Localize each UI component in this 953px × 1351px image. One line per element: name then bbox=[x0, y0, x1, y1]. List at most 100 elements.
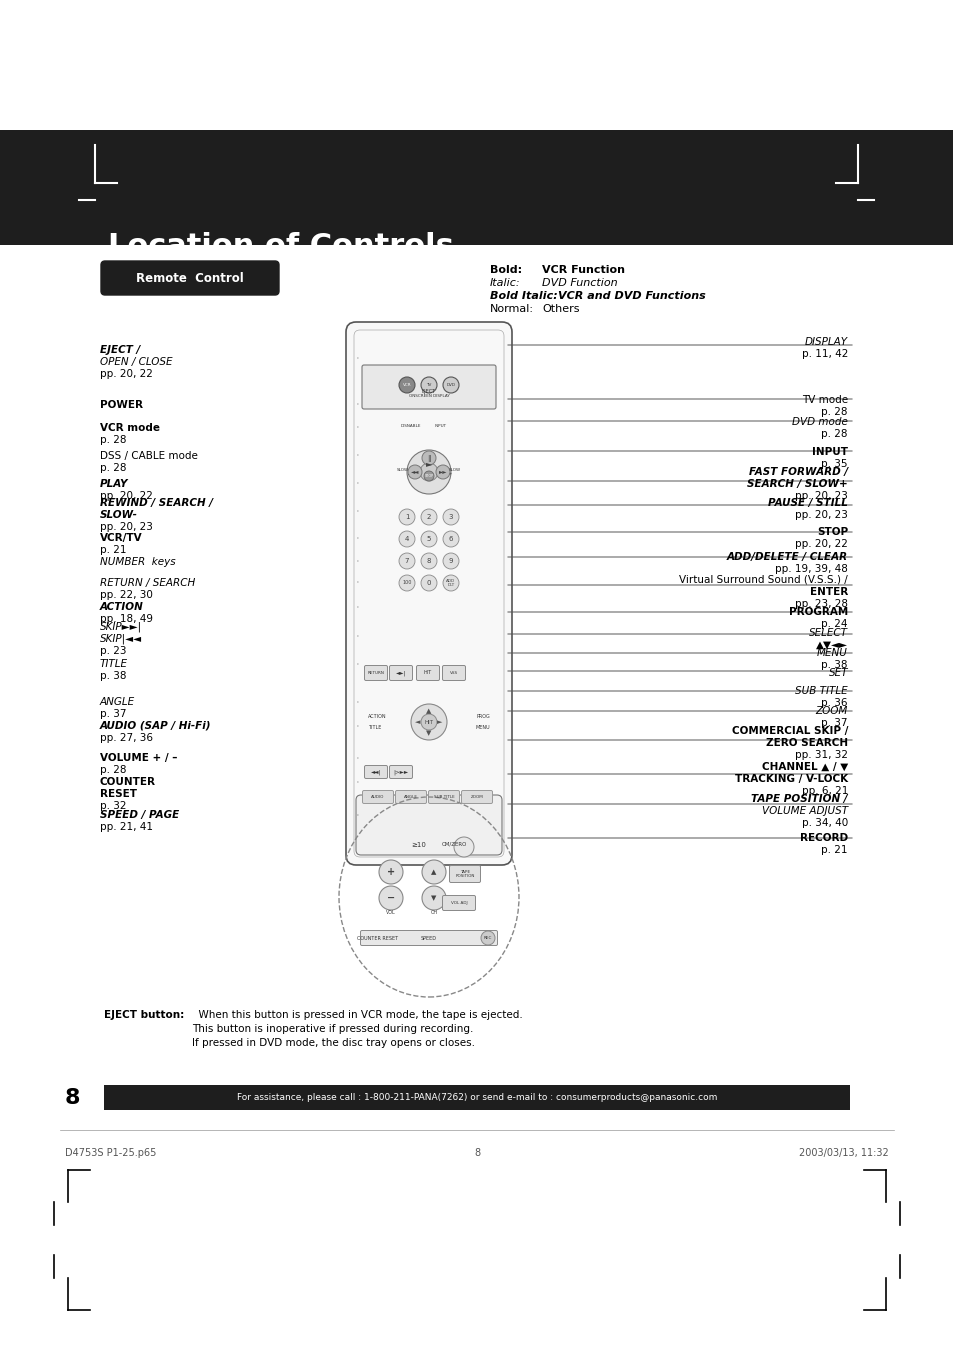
Text: SLOW
+: SLOW + bbox=[449, 467, 460, 477]
Text: HIT: HIT bbox=[423, 670, 432, 676]
Text: ZERO SEARCH: ZERO SEARCH bbox=[765, 738, 847, 748]
Text: VCR Function: VCR Function bbox=[541, 265, 624, 276]
Text: ►: ► bbox=[425, 459, 432, 469]
Text: TRACKING / V-LOCK: TRACKING / V-LOCK bbox=[734, 774, 847, 784]
Text: ZOOM: ZOOM bbox=[815, 707, 847, 716]
Text: pp. 21, 41: pp. 21, 41 bbox=[100, 821, 152, 832]
FancyBboxPatch shape bbox=[362, 790, 393, 804]
Text: INPUT: INPUT bbox=[435, 424, 447, 428]
Circle shape bbox=[408, 465, 421, 480]
Text: Location of Controls: Location of Controls bbox=[108, 232, 454, 261]
Text: p. 28: p. 28 bbox=[821, 407, 847, 417]
Text: VCR mode: VCR mode bbox=[100, 423, 160, 434]
Text: TAPE
POSITION: TAPE POSITION bbox=[455, 870, 475, 878]
Text: p. 34, 40: p. 34, 40 bbox=[801, 817, 847, 828]
Text: DISNABLE: DISNABLE bbox=[400, 424, 421, 428]
Text: CH: CH bbox=[430, 911, 437, 915]
Text: PROG: PROG bbox=[476, 713, 490, 719]
Text: p. 23: p. 23 bbox=[100, 646, 127, 657]
Text: DISPLAY: DISPLAY bbox=[804, 336, 847, 347]
Text: CHANNEL ▲ / ▼: CHANNEL ▲ / ▼ bbox=[760, 762, 847, 771]
Text: REWIND / SEARCH /: REWIND / SEARCH / bbox=[100, 499, 213, 508]
Circle shape bbox=[420, 713, 436, 730]
Circle shape bbox=[378, 886, 402, 911]
Text: ACTION: ACTION bbox=[368, 713, 386, 719]
Text: VCR: VCR bbox=[402, 382, 411, 386]
Text: AUDIO: AUDIO bbox=[371, 794, 384, 798]
Text: 8: 8 bbox=[426, 558, 431, 563]
Text: OPEN / CLOSE: OPEN / CLOSE bbox=[100, 357, 172, 367]
FancyBboxPatch shape bbox=[416, 666, 439, 681]
Circle shape bbox=[420, 576, 436, 590]
Text: ENTER: ENTER bbox=[809, 586, 847, 597]
Circle shape bbox=[419, 463, 437, 481]
Text: EJECT /: EJECT / bbox=[100, 345, 140, 355]
Text: p. 21: p. 21 bbox=[821, 844, 847, 855]
Circle shape bbox=[420, 377, 436, 393]
Text: p. 36: p. 36 bbox=[821, 698, 847, 708]
Text: Virtual Surround Sound (V.S.S.) /: Virtual Surround Sound (V.S.S.) / bbox=[679, 576, 847, 585]
Text: pp. 20, 23: pp. 20, 23 bbox=[100, 521, 152, 532]
Text: DVD mode: DVD mode bbox=[791, 417, 847, 427]
Text: ADD/DELETE / CLEAR: ADD/DELETE / CLEAR bbox=[726, 553, 847, 562]
FancyBboxPatch shape bbox=[364, 666, 387, 681]
Circle shape bbox=[398, 377, 415, 393]
FancyBboxPatch shape bbox=[346, 322, 512, 865]
Circle shape bbox=[421, 861, 446, 884]
Text: FAST FORWARD /: FAST FORWARD / bbox=[748, 467, 847, 477]
FancyBboxPatch shape bbox=[395, 790, 426, 804]
Text: ACTION: ACTION bbox=[100, 603, 144, 612]
Text: NUMBER  keys: NUMBER keys bbox=[100, 557, 175, 567]
FancyBboxPatch shape bbox=[360, 931, 497, 946]
Text: pp. 6, 21: pp. 6, 21 bbox=[801, 786, 847, 796]
Text: SPEED / PAGE: SPEED / PAGE bbox=[100, 811, 179, 820]
Text: VOL ADJ: VOL ADJ bbox=[450, 901, 467, 905]
Text: PLAY: PLAY bbox=[100, 480, 129, 489]
FancyBboxPatch shape bbox=[389, 766, 412, 778]
Text: 3: 3 bbox=[448, 513, 453, 520]
Text: VOLUME + / –: VOLUME + / – bbox=[100, 753, 177, 763]
Text: ►: ► bbox=[436, 719, 442, 725]
Text: ONSCREEN DISPLAY: ONSCREEN DISPLAY bbox=[408, 394, 449, 399]
Text: ◄: ◄ bbox=[415, 719, 420, 725]
Circle shape bbox=[442, 531, 458, 547]
Text: VSS: VSS bbox=[450, 671, 457, 676]
Text: RETURN / SEARCH: RETURN / SEARCH bbox=[100, 578, 195, 588]
Text: Bold:: Bold: bbox=[490, 265, 521, 276]
Text: TITLE: TITLE bbox=[100, 659, 128, 669]
Circle shape bbox=[436, 465, 450, 480]
Text: 1: 1 bbox=[404, 513, 409, 520]
Text: ▼: ▼ bbox=[431, 894, 436, 901]
Text: 4: 4 bbox=[404, 536, 409, 542]
Text: RECORD: RECORD bbox=[799, 834, 847, 843]
Text: ▲: ▲ bbox=[426, 708, 432, 713]
Circle shape bbox=[398, 553, 415, 569]
Circle shape bbox=[442, 553, 458, 569]
Text: SUB TITLE: SUB TITLE bbox=[434, 794, 454, 798]
Text: D4753S P1-25.p65: D4753S P1-25.p65 bbox=[65, 1148, 156, 1158]
Text: SKIP►►|: SKIP►►| bbox=[100, 621, 142, 632]
FancyBboxPatch shape bbox=[355, 794, 501, 855]
Text: PROGRAM: PROGRAM bbox=[788, 607, 847, 617]
Text: pp. 18, 49: pp. 18, 49 bbox=[100, 613, 152, 624]
FancyBboxPatch shape bbox=[389, 666, 412, 681]
Text: p. 28: p. 28 bbox=[821, 430, 847, 439]
Text: COMMERCIAL SKIP /: COMMERCIAL SKIP / bbox=[731, 725, 847, 736]
Text: AUDIO (SAP / Hi-Fi): AUDIO (SAP / Hi-Fi) bbox=[100, 721, 212, 731]
Text: ◄◄: ◄◄ bbox=[411, 470, 418, 474]
Text: Normal:: Normal: bbox=[490, 304, 534, 313]
Text: ◄◄|: ◄◄| bbox=[371, 769, 381, 774]
Text: SEARCH / SLOW+: SEARCH / SLOW+ bbox=[746, 480, 847, 489]
Text: STOP: STOP bbox=[816, 527, 847, 536]
Text: |>►►: |>►► bbox=[393, 769, 408, 774]
Text: p. 28: p. 28 bbox=[100, 765, 127, 775]
Text: pp. 20, 22: pp. 20, 22 bbox=[794, 539, 847, 549]
Text: 9: 9 bbox=[448, 558, 453, 563]
Text: pp. 20, 22: pp. 20, 22 bbox=[100, 490, 152, 501]
Text: ANGLE: ANGLE bbox=[403, 794, 417, 798]
Text: pp. 31, 32: pp. 31, 32 bbox=[794, 750, 847, 761]
Text: ZOOM: ZOOM bbox=[470, 794, 483, 798]
FancyBboxPatch shape bbox=[428, 790, 459, 804]
FancyBboxPatch shape bbox=[442, 896, 475, 911]
Text: VOL: VOL bbox=[386, 911, 395, 915]
